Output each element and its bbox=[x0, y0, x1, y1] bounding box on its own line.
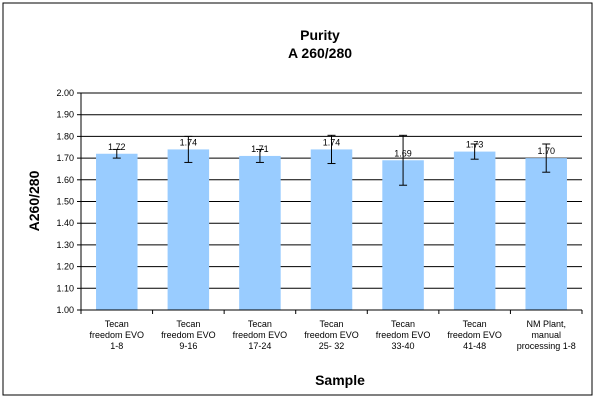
error-bar bbox=[255, 148, 264, 163]
error-bar bbox=[327, 134, 336, 165]
x-axis-title: Sample bbox=[315, 372, 365, 388]
x-category-label: freedom EVO bbox=[304, 330, 359, 340]
y-tick-label: 1.90 bbox=[56, 110, 74, 120]
error-bar bbox=[470, 143, 479, 160]
x-category-label: NM Plant, bbox=[526, 319, 566, 329]
x-category-label: Tecan bbox=[105, 319, 129, 329]
y-tick-labels: 1.00 1.10 1.20 1.30 1.40 1.50 1.60 1.70 1.80 1.90… bbox=[56, 88, 74, 315]
bar bbox=[525, 158, 567, 310]
data-label: 1.69 bbox=[394, 148, 412, 158]
x-category-label: processing 1-8 bbox=[517, 341, 576, 351]
error-bar bbox=[112, 148, 121, 159]
x-category-label: manual bbox=[531, 330, 561, 340]
y-tick-label: 1.30 bbox=[56, 240, 74, 250]
bar bbox=[96, 153, 138, 310]
error-bar bbox=[184, 135, 193, 163]
x-category-label: Tecan bbox=[176, 319, 200, 329]
y-tick-label: 1.80 bbox=[56, 131, 74, 141]
data-label: 1.71 bbox=[251, 144, 269, 154]
data-label: 1.73 bbox=[466, 140, 484, 150]
bars bbox=[96, 149, 567, 310]
y-tick-label: 1.00 bbox=[56, 305, 74, 315]
y-tick-label: 1.50 bbox=[56, 197, 74, 207]
x-category-label: 41-48 bbox=[463, 341, 486, 351]
bar bbox=[453, 151, 496, 310]
x-category-label: Tecan bbox=[463, 319, 487, 329]
x-category-label: Tecan bbox=[391, 319, 415, 329]
x-category-label: 33-40 bbox=[392, 341, 415, 351]
y-tick-label: 1.20 bbox=[56, 262, 74, 272]
data-label: 1.72 bbox=[108, 142, 126, 152]
x-category-label: 1-8 bbox=[110, 341, 123, 351]
y-tick-label: 1.10 bbox=[56, 283, 74, 293]
x-category-label: Tecan bbox=[248, 319, 272, 329]
x-category-label: freedom EVO bbox=[233, 330, 288, 340]
error-bars bbox=[112, 134, 551, 186]
x-category-label: freedom EVO bbox=[161, 330, 216, 340]
bar bbox=[239, 155, 281, 310]
bar bbox=[167, 149, 210, 310]
y-tick-label: 1.40 bbox=[56, 218, 74, 228]
error-bar bbox=[542, 143, 551, 173]
data-label: 1.74 bbox=[180, 137, 198, 147]
y-tick-label: 1.60 bbox=[56, 175, 74, 185]
chart-title-line-1: Purity bbox=[300, 27, 340, 43]
x-category-label: freedom EVO bbox=[376, 330, 431, 340]
x-category-label: 9-16 bbox=[179, 341, 197, 351]
data-label: 1.70 bbox=[537, 146, 555, 156]
chart-title-line-2: A 260/280 bbox=[288, 45, 352, 61]
y-tick-label: 2.00 bbox=[56, 88, 74, 98]
error-bar bbox=[399, 134, 408, 186]
x-category-label: 17-24 bbox=[248, 341, 271, 351]
x-category-label: freedom EVO bbox=[447, 330, 502, 340]
y-tick-label: 1.70 bbox=[56, 153, 74, 163]
x-category-label: Tecan bbox=[319, 319, 343, 329]
bar bbox=[310, 149, 353, 310]
y-axis-title: A260/280 bbox=[26, 170, 42, 231]
x-category-label: 25- 32 bbox=[319, 341, 345, 351]
data-label: 1.74 bbox=[323, 137, 341, 147]
axes bbox=[77, 92, 583, 314]
data-labels: 1.72 1.74 1.71 1.74 1.69 1.73 1.70 bbox=[108, 137, 555, 158]
x-category-label: freedom EVO bbox=[90, 330, 145, 340]
